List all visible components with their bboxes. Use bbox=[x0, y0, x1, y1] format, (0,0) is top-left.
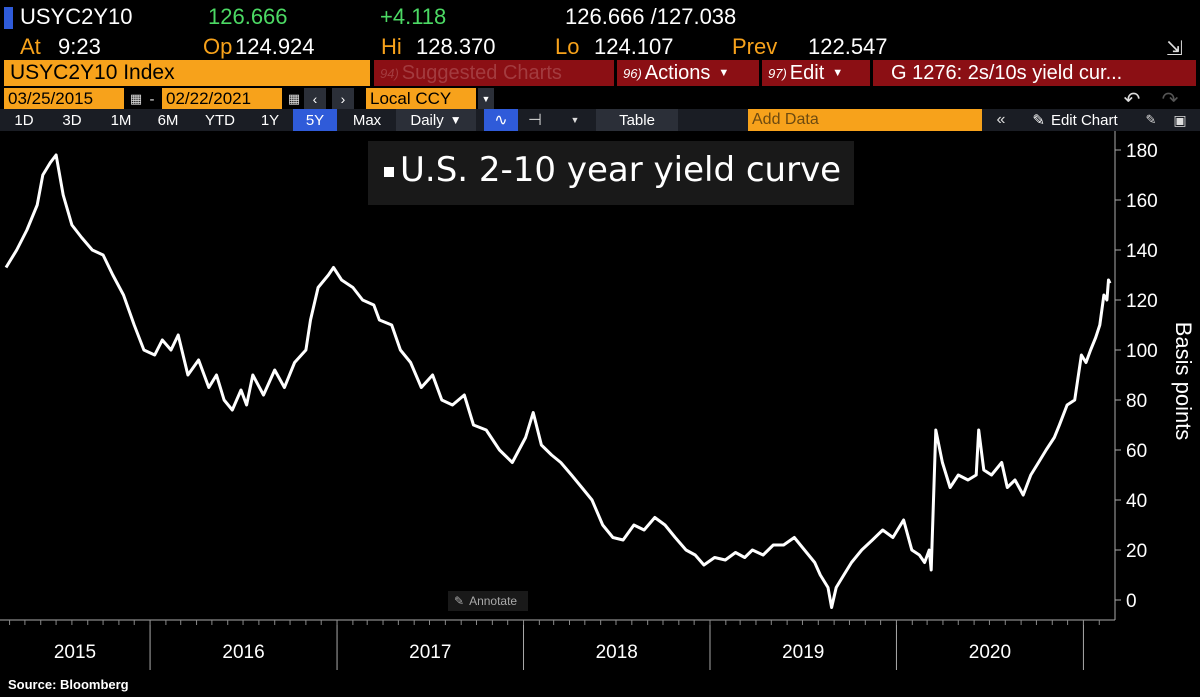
settings-icon[interactable]: ✎ bbox=[1145, 112, 1157, 127]
open-label: Op bbox=[203, 34, 233, 59]
frequency-select[interactable]: Daily ▼ bbox=[396, 109, 476, 131]
x-tick-label: 2018 bbox=[596, 642, 638, 663]
line-chart-icon[interactable]: ∿ bbox=[484, 109, 518, 131]
range-1m[interactable]: 1M bbox=[110, 111, 132, 129]
redo-icon[interactable]: ↷ bbox=[1161, 88, 1179, 111]
y-tick-label: 180 bbox=[1126, 141, 1158, 162]
x-tick-label: 2016 bbox=[222, 642, 264, 663]
pencil-icon: ✎ bbox=[454, 594, 465, 608]
x-tick-label: 2020 bbox=[969, 642, 1011, 663]
high-value: 128.370 bbox=[416, 34, 496, 59]
start-date-input[interactable]: 03/25/2015 bbox=[4, 88, 124, 110]
y-tick-label: 20 bbox=[1126, 541, 1147, 562]
prev-label: Prev bbox=[732, 34, 778, 59]
expand-icon[interactable]: ⇲ bbox=[1166, 38, 1183, 60]
chevron-down-icon: ▼ bbox=[832, 67, 844, 79]
x-tick-label: 2015 bbox=[54, 642, 96, 663]
y-axis: 0 20 40 60 80 100 120 140 160 180 bbox=[1114, 131, 1158, 620]
frequency-label: Daily bbox=[410, 111, 444, 129]
edit-label: Edit bbox=[789, 61, 825, 84]
low-value: 124.107 bbox=[594, 34, 674, 59]
prev-value: 122.547 bbox=[808, 34, 888, 59]
net-change: +4.118 bbox=[380, 4, 447, 29]
at-label: At bbox=[20, 34, 41, 59]
y-tick-label: 120 bbox=[1126, 291, 1158, 312]
command-bar: USYC2Y10 Index 94) Suggested Charts 96) … bbox=[0, 60, 1200, 86]
chart-title-box bbox=[368, 141, 854, 205]
y-tick-label: 0 bbox=[1126, 591, 1137, 612]
edit-chart-label: Edit Chart bbox=[1050, 111, 1118, 129]
calendar-icon[interactable]: ▦ bbox=[129, 91, 143, 106]
ohlc-row: At 9:23 Op 124.924 Hi 128.370 Lo 124.107… bbox=[0, 34, 1200, 60]
range-1d[interactable]: 1D bbox=[14, 111, 34, 129]
pencil-icon: ✎ bbox=[1032, 112, 1045, 129]
y-tick-label: 160 bbox=[1126, 191, 1158, 212]
chart-name[interactable]: G 1276: 2s/10s yield cur... bbox=[873, 60, 1196, 86]
quote-row: USYC2Y10 126.666 +4.118 126.666 /127.038 bbox=[0, 4, 1200, 32]
edit-chart-button[interactable]: ✎ Edit Chart bbox=[1018, 109, 1132, 131]
chevron-down-icon: ▼ bbox=[718, 67, 730, 79]
y-tick-label: 80 bbox=[1126, 391, 1147, 412]
table-button[interactable]: Table bbox=[596, 109, 678, 131]
chevron-down-icon[interactable]: ▼ bbox=[478, 88, 494, 110]
x-axis: 2015 2016 2017 2018 2019 2020 bbox=[0, 619, 1115, 670]
range-5y[interactable]: 5Y bbox=[293, 109, 337, 131]
legend-marker bbox=[384, 166, 394, 177]
collapse-icon[interactable]: « bbox=[996, 111, 1006, 128]
ticker: USYC2Y10 bbox=[20, 4, 133, 29]
edit-menu[interactable]: 97) Edit ▼ bbox=[762, 60, 870, 86]
chart-area[interactable]: 2015 2016 2017 2018 2019 2020 0 20 40 60 80 100 120… bbox=[0, 131, 1200, 677]
annotate-button[interactable]: ✎ Annotate bbox=[448, 591, 528, 611]
chart-title: U.S. 2-10 year yield curve bbox=[384, 150, 841, 190]
x-tick-label: 2017 bbox=[409, 642, 451, 663]
edit-number: 97) bbox=[768, 65, 787, 81]
y-tick-label: 40 bbox=[1126, 491, 1147, 512]
last-price: 126.666 bbox=[208, 4, 288, 29]
y-tick-label: 60 bbox=[1126, 441, 1147, 462]
actions-menu[interactable]: 96) Actions ▼ bbox=[617, 60, 759, 86]
bar-chart-icon[interactable]: ⊣ bbox=[528, 112, 542, 129]
chevron-left-icon[interactable]: ‹ bbox=[304, 88, 326, 110]
y-tick-label: 100 bbox=[1126, 341, 1158, 362]
actions-number: 96) bbox=[623, 65, 642, 81]
chevron-down-icon: ▼ bbox=[449, 113, 462, 127]
end-date-input[interactable]: 02/22/2021 bbox=[162, 88, 282, 110]
range-max[interactable]: Max bbox=[352, 111, 382, 129]
chevron-right-icon[interactable]: › bbox=[332, 88, 354, 110]
range-6m[interactable]: 6M bbox=[157, 111, 179, 129]
undo-icon[interactable]: ↶ bbox=[1123, 88, 1141, 111]
bid-ask: 126.666 /127.038 bbox=[565, 4, 737, 29]
yield-curve-line bbox=[4, 153, 1112, 609]
y-tick-label: 140 bbox=[1126, 241, 1158, 262]
calendar-icon[interactable]: ▦ bbox=[287, 91, 301, 106]
range-bar: 1D 3D 1M 6M YTD 1Y 5Y Max Daily ▼ ∿ ⊣ ▼ … bbox=[0, 109, 1200, 131]
x-tick-label: 2019 bbox=[782, 642, 824, 663]
range-3d[interactable]: 3D bbox=[62, 111, 82, 129]
at-time: 9:23 bbox=[58, 34, 101, 59]
suggested-charts-label: Suggested Charts bbox=[401, 61, 562, 84]
open-value: 124.924 bbox=[235, 34, 315, 59]
annotate-label: Annotate bbox=[469, 594, 518, 608]
low-label: Lo bbox=[555, 34, 580, 59]
security-marker bbox=[4, 7, 13, 29]
chevron-down-icon[interactable]: ▼ bbox=[570, 115, 580, 125]
maximize-icon[interactable]: ▣ bbox=[1173, 111, 1187, 128]
date-separator: - bbox=[149, 90, 155, 108]
actions-label: Actions bbox=[644, 61, 711, 84]
range-ytd[interactable]: YTD bbox=[205, 111, 235, 129]
suggested-charts-menu[interactable]: 94) Suggested Charts bbox=[374, 60, 614, 86]
currency-select[interactable]: Local CCY bbox=[366, 88, 476, 110]
high-label: Hi bbox=[381, 34, 402, 59]
security-field[interactable]: USYC2Y10 Index bbox=[4, 60, 370, 86]
suggested-charts-number: 94) bbox=[380, 65, 399, 81]
y-axis-label: Basis points bbox=[1171, 322, 1196, 441]
range-1y[interactable]: 1Y bbox=[260, 111, 280, 129]
date-bar: 03/25/2015 ▦ - 02/22/2021 ▦ ‹ › Local CC… bbox=[0, 88, 1200, 111]
source-note: Source: Bloomberg bbox=[8, 677, 129, 692]
chart-title-text: U.S. 2-10 year yield curve bbox=[400, 150, 842, 190]
add-data-input[interactable]: Add Data bbox=[748, 109, 982, 131]
